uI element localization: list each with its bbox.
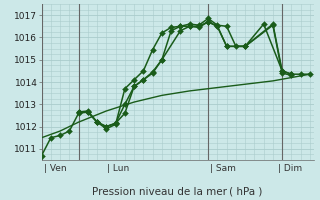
Text: | Lun: | Lun [107,164,129,173]
Text: Pression niveau de la mer ( hPa ): Pression niveau de la mer ( hPa ) [92,187,263,197]
Text: | Sam: | Sam [210,164,236,173]
Text: | Dim: | Dim [278,164,302,173]
Text: | Ven: | Ven [44,164,67,173]
